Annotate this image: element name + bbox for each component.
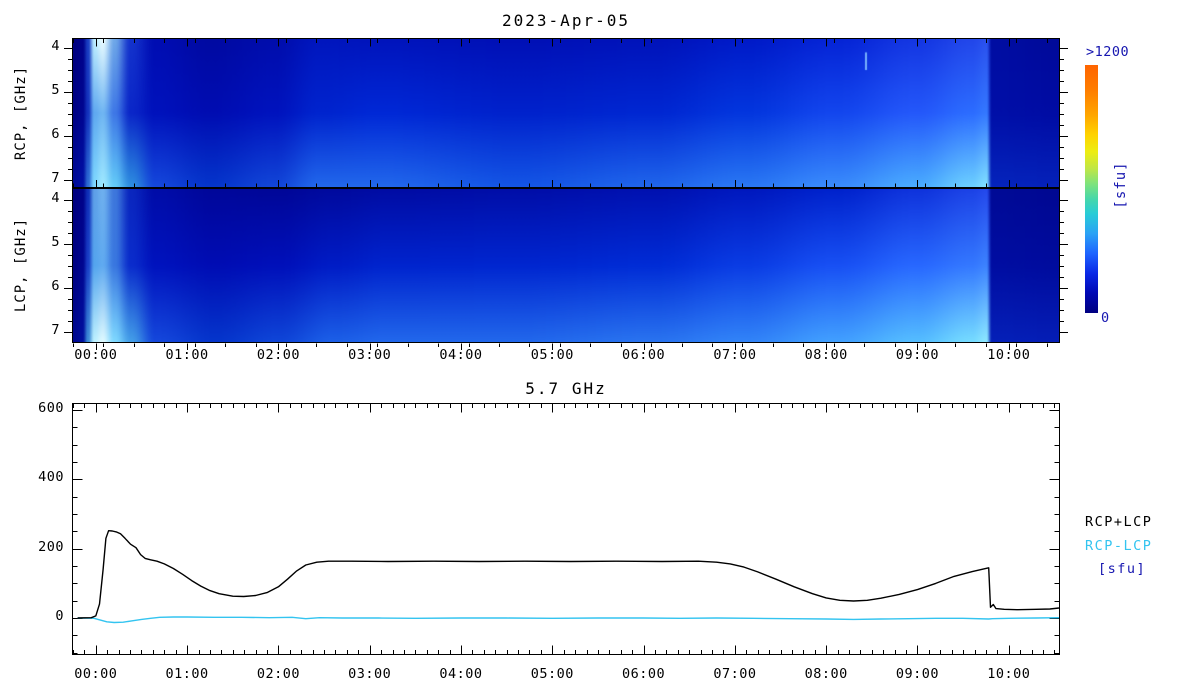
spec-time-tick-label: 06:00 (622, 347, 666, 363)
spec-time-tick-label: 04:00 (439, 347, 483, 363)
ts-time-tick-label: 09:00 (895, 666, 940, 682)
ts-time-tick-label: 03:00 (348, 666, 392, 682)
spec-time-tick-label: 00:00 (74, 347, 118, 363)
lcp-freq-tick-label: 7 (51, 322, 60, 338)
flux-tick-label: 600 (38, 400, 64, 417)
spectrogram-date-title: 2023-Apr-05 (502, 11, 630, 30)
lcp-frequency-axis-label: LCP, [GHz] (12, 217, 29, 313)
lcp-freq-tick-label: 5 (51, 234, 60, 250)
rcp-frequency-axis-label: RCP, [GHz] (12, 65, 29, 161)
rcp-spectrogram-image (73, 39, 1059, 187)
spec-time-tick-label: 07:00 (713, 347, 757, 363)
lcp-spectrogram-panel (72, 188, 1060, 343)
lcp-freq-tick-label: 4 (51, 190, 60, 206)
flux-tick-label: 400 (38, 469, 64, 486)
spec-time-tick-label: 01:00 (165, 347, 209, 363)
spec-time-tick-label: 03:00 (348, 347, 392, 363)
rcp-freq-tick-label: 4 (51, 38, 60, 54)
spec-time-tick-label: 08:00 (804, 347, 848, 363)
colorbar-min-label: 0 (1101, 310, 1110, 326)
ts-time-tick-label: 00:00 (74, 666, 118, 682)
timeseries-title: 5.7 GHz (525, 379, 607, 398)
timeseries-panel (72, 403, 1060, 655)
spec-time-tick-label: 05:00 (530, 347, 574, 363)
colorbar-max-label: >1200 (1086, 44, 1130, 60)
ts-time-tick-label: 10:00 (987, 666, 1031, 682)
ts-time-tick-label: 07:00 (713, 666, 757, 682)
rcp-spectrogram-panel (72, 38, 1060, 188)
ts-time-tick-label: 01:00 (165, 666, 209, 682)
legend-unit-label: [sfu] (1098, 561, 1147, 577)
ts-time-tick-label: 02:00 (256, 666, 300, 682)
flux-tick-label: 200 (38, 538, 64, 555)
ts-time-tick-label: 05:00 (530, 666, 574, 682)
colorbar-unit-label: [sfu] (1112, 161, 1129, 209)
ts-time-tick-label: 04:00 (439, 666, 483, 682)
ts-time-tick-label: 08:00 (804, 666, 848, 682)
rcp-freq-tick-label: 6 (51, 126, 60, 142)
spec-time-tick-label: 09:00 (895, 347, 940, 363)
legend-rcp-plus-lcp: RCP+LCP (1085, 514, 1153, 530)
rcp-freq-tick-label: 7 (51, 170, 60, 186)
rcp-freq-tick-label: 5 (51, 82, 60, 98)
spec-time-tick-label: 02:00 (256, 347, 300, 363)
lcp-freq-tick-label: 6 (51, 278, 60, 294)
flux-tick-label: 0 (55, 608, 64, 624)
spec-time-tick-label: 10:00 (987, 347, 1031, 363)
lcp-spectrogram-image (73, 189, 1059, 342)
intensity-colorbar (1085, 65, 1098, 313)
ts-time-tick-label: 06:00 (622, 666, 666, 682)
legend-rcp-minus-lcp: RCP-LCP (1085, 538, 1153, 554)
